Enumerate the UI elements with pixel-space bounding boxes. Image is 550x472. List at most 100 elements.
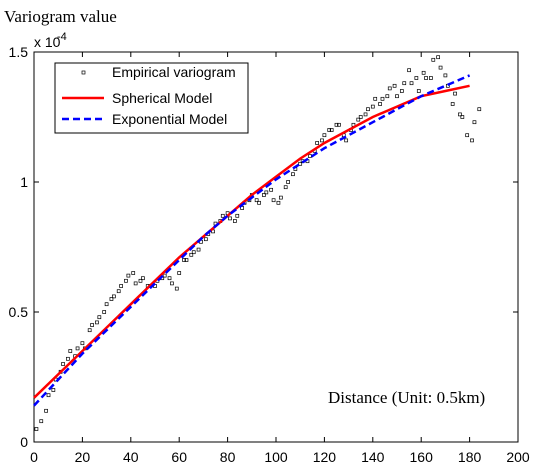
empirical-point xyxy=(385,94,390,99)
empirical-point xyxy=(235,213,240,218)
empirical-point xyxy=(472,120,477,125)
empirical-point xyxy=(421,70,426,75)
empirical-point xyxy=(334,122,339,127)
empirical-point xyxy=(387,86,392,91)
empirical-point xyxy=(104,302,109,307)
empirical-point xyxy=(131,271,136,275)
x-tick-label: 180 xyxy=(458,449,482,465)
empirical-point xyxy=(358,115,363,119)
empirical-point xyxy=(66,356,70,361)
empirical-point xyxy=(450,102,455,106)
empirical-point xyxy=(278,195,283,200)
x-tick-label: 140 xyxy=(361,449,385,465)
empirical-point xyxy=(322,133,327,138)
empirical-point xyxy=(271,198,276,203)
empirical-point xyxy=(262,193,266,197)
empirical-point xyxy=(431,57,436,62)
legend-label-exponential: Exponential Model xyxy=(112,111,227,127)
empirical-point xyxy=(315,141,319,145)
empirical-point xyxy=(344,138,349,143)
empirical-point xyxy=(46,393,51,398)
empirical-point xyxy=(378,102,382,106)
empirical-point xyxy=(133,281,138,286)
empirical-point xyxy=(470,138,474,143)
empirical-point xyxy=(414,76,419,80)
empirical-point xyxy=(228,216,232,221)
y-axis: 0 0.5 1 1.5 xyxy=(9,44,518,450)
empirical-point xyxy=(257,200,261,205)
empirical-point xyxy=(264,190,269,195)
x-axis: 0 20 40 60 80 100 120 140 160 180 200 xyxy=(30,52,530,465)
empirical-point xyxy=(109,297,114,301)
empirical-point xyxy=(429,76,433,80)
empirical-point xyxy=(220,213,225,218)
empirical-point xyxy=(436,55,440,60)
empirical-point xyxy=(320,138,324,143)
empirical-point xyxy=(438,65,443,70)
empirical-point xyxy=(61,362,65,366)
empirical-point xyxy=(170,281,174,286)
empirical-point xyxy=(370,104,375,109)
empirical-point xyxy=(240,206,244,210)
legend-label-spherical: Spherical Model xyxy=(112,90,212,106)
empirical-point xyxy=(39,419,44,424)
empirical-point xyxy=(138,278,143,283)
x-tick-label: 0 xyxy=(30,449,38,465)
x-tick-label: 100 xyxy=(264,449,288,465)
empirical-point xyxy=(174,286,179,291)
empirical-point xyxy=(196,247,201,252)
empirical-point xyxy=(424,76,428,80)
x-tick-label: 160 xyxy=(410,449,434,465)
empirical-point xyxy=(141,276,145,281)
empirical-point xyxy=(327,128,332,132)
empirical-point xyxy=(124,278,128,283)
empirical-point xyxy=(291,172,295,177)
spherical-model-line xyxy=(33,84,470,399)
empirical-point xyxy=(102,310,107,314)
y-tick-label: 1 xyxy=(20,174,28,190)
empirical-point xyxy=(68,349,73,353)
empirical-point xyxy=(97,315,102,320)
empirical-point xyxy=(407,68,411,73)
empirical-point xyxy=(392,83,397,88)
empirical-point xyxy=(380,96,385,101)
empirical-point xyxy=(373,96,378,101)
x-tick-label: 80 xyxy=(220,449,236,465)
empirical-point xyxy=(465,133,470,138)
empirical-point xyxy=(44,408,48,413)
empirical-point xyxy=(189,252,194,257)
empirical-point xyxy=(112,294,116,299)
empirical-point xyxy=(283,185,288,190)
y-tick-label: 1.5 xyxy=(9,44,29,60)
empirical-point xyxy=(182,258,186,262)
empirical-point xyxy=(308,154,312,158)
empirical-point xyxy=(453,91,457,96)
empirical-point xyxy=(458,112,462,117)
empirical-point xyxy=(402,81,407,86)
empirical-point xyxy=(460,115,465,119)
empirical-point xyxy=(126,273,131,278)
y-tick-label: 0.5 xyxy=(9,304,29,320)
x-tick-label: 60 xyxy=(171,449,187,465)
empirical-point xyxy=(80,341,85,346)
empirical-point xyxy=(443,73,448,78)
empirical-point xyxy=(162,273,167,278)
empirical-point xyxy=(95,320,99,325)
empirical-point xyxy=(477,107,482,112)
y-scale-exponent: -4 xyxy=(57,31,67,43)
empirical-point xyxy=(184,258,189,262)
y-tick-label: 0 xyxy=(20,434,28,450)
x-tick-label: 20 xyxy=(75,449,91,465)
empirical-point xyxy=(286,180,290,184)
empirical-point xyxy=(116,289,121,294)
legend-label-empirical: Empirical variogram xyxy=(112,64,236,80)
empirical-point xyxy=(119,284,123,288)
empirical-point xyxy=(337,122,341,127)
legend-marker-empirical xyxy=(81,70,86,75)
empirical-point xyxy=(399,89,404,93)
empirical-point xyxy=(363,112,368,117)
empirical-point xyxy=(269,187,274,192)
empirical-point xyxy=(276,200,281,205)
empirical-point xyxy=(34,427,39,431)
